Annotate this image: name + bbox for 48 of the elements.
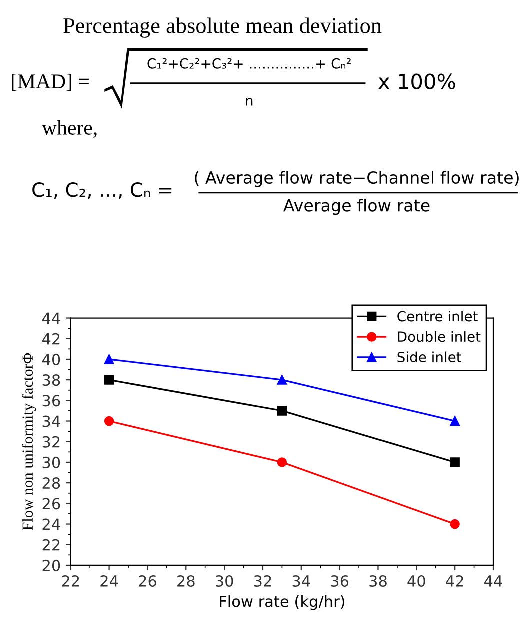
x-tick-label: 44: [484, 576, 502, 587]
text: ( Average flow rate−Channel flow rate): [195, 171, 519, 188]
y-tick-label: 42: [42, 333, 60, 345]
text: C₁²+C₂²+C₃²+ ...............+ Cₙ²: [148, 58, 351, 69]
y-tick-label: 24: [42, 518, 60, 530]
y-tick-label: 28: [42, 478, 60, 490]
y-tick-label: 36: [42, 395, 60, 407]
text: x 100%: [378, 74, 456, 90]
x-tick-label: 42: [446, 575, 464, 587]
x-tick-label: 40: [408, 575, 426, 588]
y-tick-label: 38: [42, 374, 60, 386]
x-tick-label: 26: [139, 575, 156, 588]
x-tick-label: 36: [331, 575, 349, 588]
point: [450, 519, 460, 530]
x-tick-label: 22: [62, 575, 80, 587]
text: where,: [42, 120, 97, 138]
y-tick-label: 20: [42, 560, 60, 572]
y-tick-label: 34: [42, 416, 60, 428]
point: [277, 406, 288, 416]
y-axis-title: Flow non uniformity factorΦ: [22, 353, 36, 530]
x-axis-title: Flow rate (kg/hr): [220, 596, 344, 610]
point: [104, 375, 114, 385]
x-tick-label: 30: [216, 575, 234, 588]
point: [277, 375, 288, 385]
legend-label: Side inlet: [398, 352, 462, 363]
y-tick-label: 32: [42, 436, 60, 448]
text: n: [246, 98, 253, 106]
point: [104, 416, 114, 426]
text: Percentage absolute mean deviation: [64, 18, 382, 38]
x-tick-label: 38: [370, 575, 387, 588]
y-tick-label: 40: [42, 354, 60, 366]
text: Average flow rate: [284, 198, 430, 216]
legend-label: Double inlet: [398, 331, 481, 342]
text: C₁, C₂, ..., Cₙ =: [32, 182, 172, 200]
y-tick-label: 30: [42, 456, 60, 468]
y-tick-label: 44: [42, 312, 60, 324]
y-tick-label: 22: [42, 539, 60, 551]
point: [450, 416, 460, 426]
x-tick-label: 28: [178, 575, 195, 588]
x-tick-label: 32: [254, 575, 272, 588]
point: [450, 458, 460, 468]
legend-label: Centre inlet: [398, 310, 478, 322]
text: [MAD] =: [12, 74, 89, 92]
x-tick-label: 34: [292, 575, 310, 588]
x-tick-label: 24: [100, 575, 118, 587]
point: [277, 458, 288, 468]
y-tick-label: 26: [42, 498, 60, 510]
point: [104, 354, 114, 364]
